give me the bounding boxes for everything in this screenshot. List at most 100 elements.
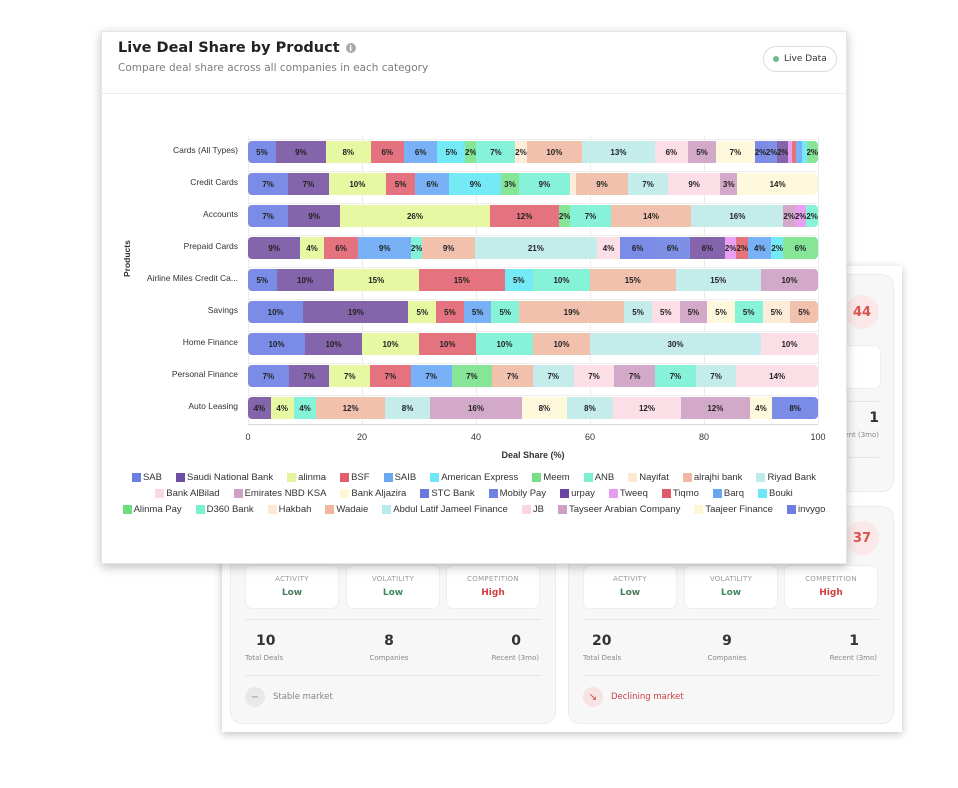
bar-segment[interactable]: 9% xyxy=(288,205,341,227)
bar-segment[interactable]: 8% xyxy=(325,141,371,163)
bar-segment[interactable]: 9% xyxy=(518,173,571,195)
bar-segment[interactable]: 5% xyxy=(463,301,492,323)
bar-segment[interactable]: 10% xyxy=(362,333,419,355)
bar-segment[interactable]: 4% xyxy=(293,397,317,419)
bar-segment[interactable]: 7% xyxy=(614,365,656,387)
bar-segment[interactable]: 4% xyxy=(300,237,324,259)
bar-segment[interactable]: 19% xyxy=(519,301,625,323)
bar-segment[interactable]: 5% xyxy=(762,301,791,323)
bar-segment[interactable]: 7% xyxy=(410,365,452,387)
bar-segment[interactable]: 5% xyxy=(437,141,466,163)
legend-item[interactable]: ANB xyxy=(583,472,614,483)
bar-segment[interactable]: 4% xyxy=(748,237,772,259)
legend-item[interactable]: BSF xyxy=(340,472,370,483)
bar-segment[interactable]: 5% xyxy=(436,301,464,323)
bar-segment[interactable]: 2% xyxy=(806,141,818,163)
legend-item[interactable]: Tweeq xyxy=(608,488,648,499)
legend-item[interactable]: Bouki xyxy=(757,488,793,499)
legend-item[interactable]: Abdul Latif Jameel Finance xyxy=(382,504,508,515)
bar-segment[interactable]: 2% xyxy=(766,141,778,163)
bar-segment[interactable]: 19% xyxy=(303,301,409,323)
legend-item[interactable]: Meem xyxy=(532,472,570,483)
bar-segment[interactable]: 8% xyxy=(567,397,613,419)
legend-item[interactable]: American Express xyxy=(430,472,518,483)
legend-item[interactable]: Taajeer Finance xyxy=(694,504,773,515)
bar-segment[interactable]: 9% xyxy=(422,237,475,259)
bar-segment[interactable]: 10% xyxy=(761,333,818,355)
legend-item[interactable]: SAIB xyxy=(383,472,416,483)
bar-segment[interactable]: 4% xyxy=(749,397,773,419)
bar-segment[interactable]: 5% xyxy=(679,301,708,323)
bar-segment[interactable]: 5% xyxy=(651,301,680,323)
bar-segment[interactable] xyxy=(570,173,577,195)
bar-segment[interactable]: 4% xyxy=(270,397,294,419)
bar-segment[interactable]: 10% xyxy=(533,333,590,355)
bar-segment[interactable]: 9% xyxy=(275,141,326,163)
bar-segment[interactable]: 6% xyxy=(414,173,450,195)
bar-segment[interactable]: 13% xyxy=(582,141,655,163)
bar-segment[interactable]: 5% xyxy=(386,173,415,195)
legend-item[interactable]: D360 Bank xyxy=(195,504,254,515)
bar-segment[interactable]: 5% xyxy=(624,301,652,323)
bar-segment[interactable]: 15% xyxy=(675,269,761,291)
legend-item[interactable]: Bank Aljazira xyxy=(340,488,406,499)
bar-segment[interactable]: 3% xyxy=(720,173,738,195)
bar-segment[interactable]: 7% xyxy=(451,365,493,387)
bar-segment[interactable]: 2% xyxy=(736,237,749,259)
bar-segment[interactable]: 15% xyxy=(333,269,419,291)
bar-segment[interactable] xyxy=(792,141,797,163)
bar-segment[interactable]: 9% xyxy=(668,173,721,195)
legend-item[interactable]: SAB xyxy=(131,472,162,483)
bar-segment[interactable]: 10% xyxy=(248,333,305,355)
bar-segment[interactable]: 2% xyxy=(783,205,795,227)
bar-segment[interactable]: 9% xyxy=(358,237,411,259)
bar-segment[interactable]: 6% xyxy=(655,237,690,259)
bar-segment[interactable]: 7% xyxy=(627,173,669,195)
bar-segment[interactable]: 5% xyxy=(248,269,277,291)
bar-segment[interactable]: 16% xyxy=(691,205,784,227)
bar-segment[interactable]: 14% xyxy=(610,205,692,227)
bar-segment[interactable]: 7% xyxy=(655,365,696,387)
bar-segment[interactable]: 15% xyxy=(590,269,676,291)
bar-segment[interactable]: 10% xyxy=(526,141,583,163)
bar-segment[interactable]: 12% xyxy=(612,397,682,419)
legend-item[interactable]: Wadaie xyxy=(325,504,368,515)
legend-item[interactable]: Nayifat xyxy=(628,472,669,483)
bar-segment[interactable]: 7% xyxy=(329,365,371,387)
bar-segment[interactable]: 16% xyxy=(430,397,522,419)
bar-segment[interactable]: 12% xyxy=(316,397,385,419)
bar-segment[interactable]: 6% xyxy=(370,141,404,163)
bar-segment[interactable]: 26% xyxy=(340,205,490,227)
bar-segment[interactable]: 6% xyxy=(323,237,359,259)
bar-segment[interactable]: 8% xyxy=(384,397,431,419)
bar-segment[interactable] xyxy=(796,141,803,163)
bar-segment[interactable]: 5% xyxy=(688,141,716,163)
bar-segment[interactable]: 5% xyxy=(408,301,437,323)
bar-segment[interactable]: 7% xyxy=(715,141,755,163)
bar-segment[interactable] xyxy=(788,141,793,163)
bar-segment[interactable]: 5% xyxy=(248,141,276,163)
bar-segment[interactable]: 10% xyxy=(276,269,334,291)
legend-item[interactable]: alrajhi bank xyxy=(682,472,742,483)
bar-segment[interactable]: 14% xyxy=(736,365,818,387)
bar-segment[interactable]: 6% xyxy=(654,141,689,163)
bar-segment[interactable]: 7% xyxy=(370,365,411,387)
bar-segment[interactable]: 7% xyxy=(532,365,574,387)
bar-segment[interactable]: 30% xyxy=(590,333,761,355)
bar-segment[interactable]: 6% xyxy=(620,237,656,259)
legend-item[interactable]: alinma xyxy=(287,472,326,483)
bar-segment[interactable]: 15% xyxy=(419,269,505,291)
bar-segment[interactable]: 10% xyxy=(305,333,362,355)
live-data-badge[interactable]: Live Data xyxy=(763,46,837,72)
legend-item[interactable]: Hakbah xyxy=(267,504,311,515)
bar-segment[interactable]: 9% xyxy=(576,173,628,195)
bar-segment[interactable]: 10% xyxy=(761,269,818,291)
bar-segment[interactable]: 8% xyxy=(772,397,818,419)
bar-segment[interactable]: 7% xyxy=(248,173,289,195)
bar-segment[interactable]: 12% xyxy=(489,205,559,227)
bar-segment[interactable]: 14% xyxy=(737,173,818,195)
bar-segment[interactable]: 2% xyxy=(410,237,423,259)
bar-segment[interactable]: 2% xyxy=(771,237,783,259)
bar-segment[interactable]: 7% xyxy=(570,205,611,227)
bar-segment[interactable]: 4% xyxy=(248,397,271,419)
